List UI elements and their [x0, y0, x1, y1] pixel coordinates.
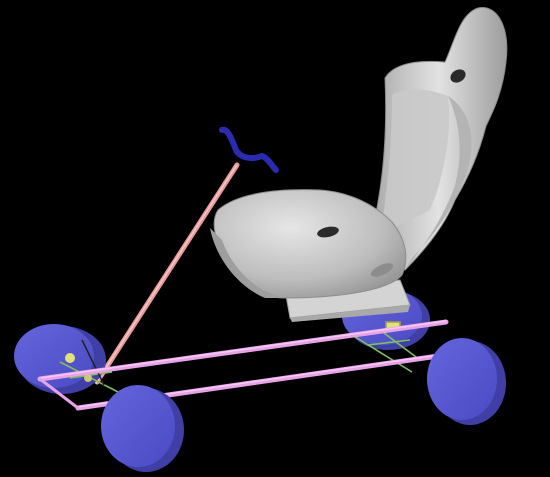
handlebar: [219, 126, 279, 173]
racing-seat: [210, 7, 508, 322]
rear-axle-linkage: [351, 321, 421, 373]
chassis-rail-upper: [37, 319, 449, 382]
seat-harness-slot-upper: [450, 69, 466, 83]
seat-harness-slot-lower: [317, 226, 339, 238]
chassis-crossbar-front: [38, 377, 80, 410]
rear-left-wheel: [101, 385, 184, 472]
front-left-wheel: [14, 324, 106, 394]
front-right-wheel: [427, 338, 506, 425]
front-axle-linkage: [59, 339, 119, 393]
